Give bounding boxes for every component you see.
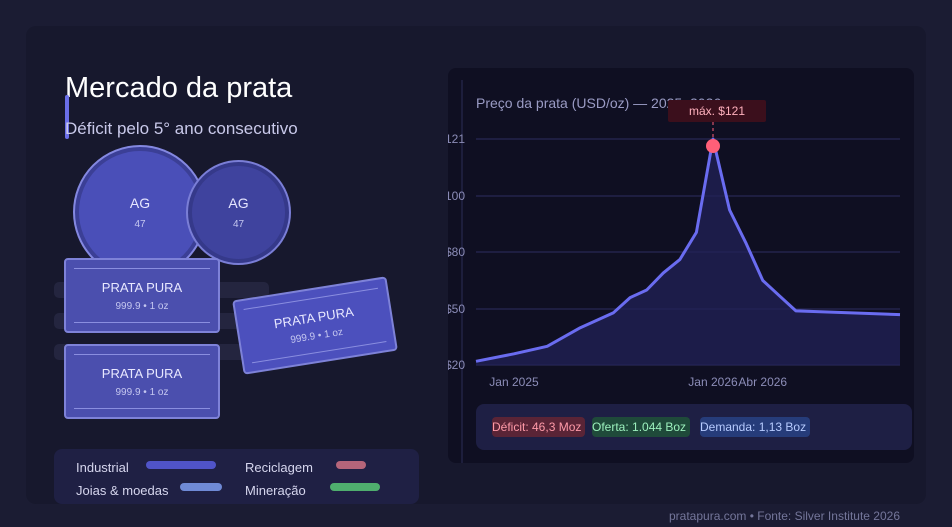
legend-label-mineracao: Mineração [245, 483, 306, 498]
silver-coin-small: AG 47 [186, 160, 291, 265]
bar-engraving [243, 287, 387, 364]
silver-coin-large: AG 47 [73, 145, 207, 279]
legend-swatch-joias [180, 483, 222, 491]
coin-number: 47 [134, 218, 146, 230]
annotation-label: máx. $121 [689, 104, 745, 118]
y-tick-label: $100 [448, 189, 465, 203]
price-chart: Preço da prata (USD/oz) — 2025–2026 $121… [448, 80, 901, 463]
bar-spec: 999.9 • 1 oz [115, 386, 169, 398]
coin-symbol: AG [228, 195, 249, 211]
bar-engraving [74, 354, 210, 409]
bar-engraving [74, 268, 210, 323]
y-tick-label: $121 [448, 132, 465, 146]
legend-label-joias: Joias & moedas [76, 483, 169, 498]
peak-marker [706, 139, 720, 153]
stats-panel: Déficit: 46,3 Moz Oferta: 1.044 Boz Dema… [476, 404, 912, 450]
stat-demanda: Demanda: 1,13 Boz [700, 417, 811, 437]
y-tick-label: $80 [448, 245, 465, 259]
x-tick-label: Abr 2026 [738, 375, 787, 389]
page-title: Mercado da prata [65, 72, 293, 104]
coin-symbol: AG [129, 194, 151, 211]
coin-number: 47 [232, 219, 245, 230]
title-accent-bar [65, 95, 69, 139]
legend-label-industrial: Industrial [76, 460, 129, 475]
chart-area [476, 139, 900, 365]
chart-title: Preço da prata (USD/oz) — 2025–2026 [476, 95, 721, 111]
chart-line [475, 137, 901, 363]
bar-label: PRATA PURA [101, 279, 183, 295]
y-tick-label: $20 [448, 358, 465, 372]
legend-swatch-reciclagem [336, 461, 366, 469]
legend-label-reciclagem: Reciclagem [245, 460, 313, 475]
stat-oferta: Oferta: 1.044 Boz [592, 417, 691, 437]
bar-label: PRATA PURA [101, 365, 183, 381]
legend-swatch-industrial [146, 461, 216, 469]
footer-source: pratapura.com • Fonte: Silver Institute … [669, 509, 900, 523]
annotation-box [668, 100, 766, 122]
stat-deficit: Déficit: 46,3 Moz [492, 417, 586, 437]
silver-bar: PRATA PURA 999.9 • 1 oz [64, 258, 220, 333]
bar-spec: 999.9 • 1 oz [115, 300, 169, 312]
x-tick-label: Jan 2026 [688, 375, 738, 389]
silver-bar: PRATA PURA 999.9 • 1 oz [64, 344, 220, 419]
legend-swatch-mineracao [330, 483, 380, 491]
page-subtitle: Déficit pelo 5° ano consecutivo [65, 119, 298, 138]
y-tick-label: $50 [448, 302, 465, 316]
x-tick-label: Jan 2025 [489, 375, 539, 389]
legend: Industrial Reciclagem Joias & moedas Min… [54, 449, 419, 504]
